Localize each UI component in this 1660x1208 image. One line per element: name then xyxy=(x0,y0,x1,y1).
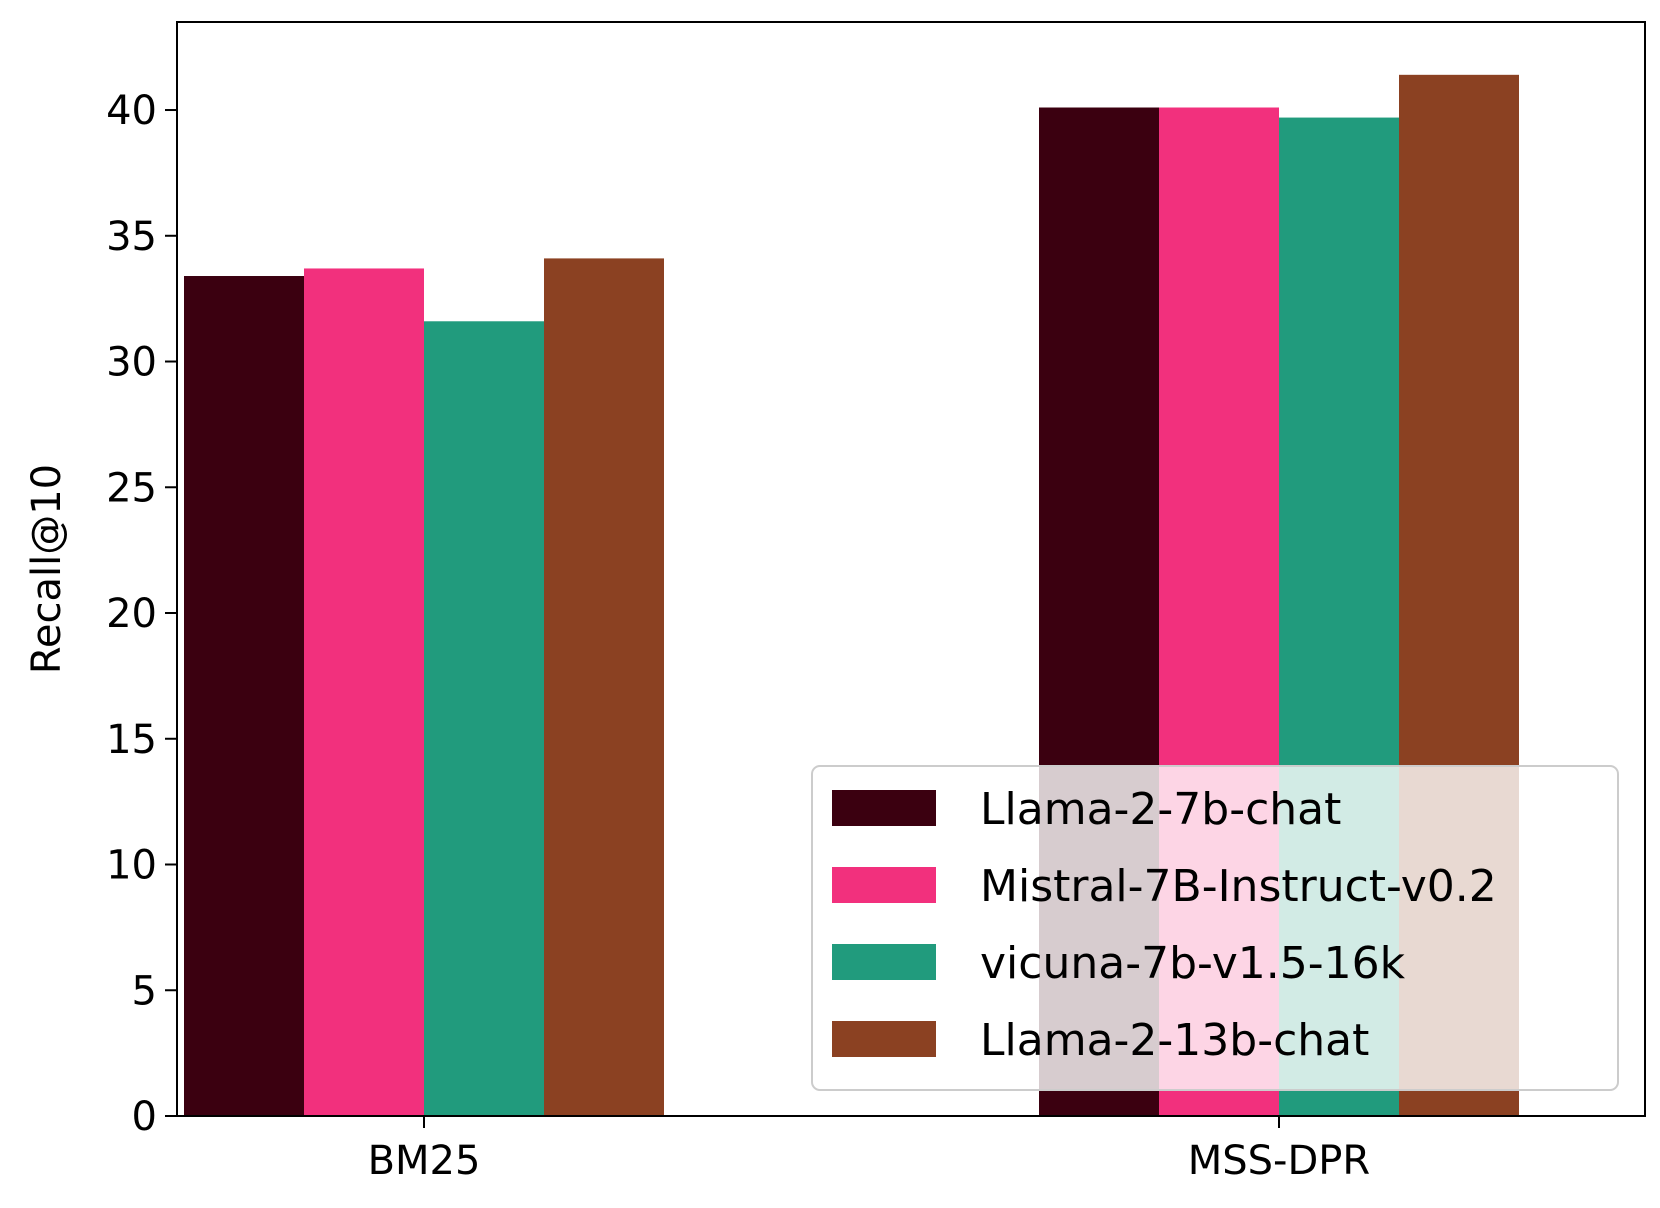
plot-frame xyxy=(176,21,1646,1117)
y-tick-label: 5 xyxy=(132,968,157,1014)
y-tick-label: 25 xyxy=(106,465,157,511)
x-axis: BM25 MSS-DPR xyxy=(368,1116,1370,1184)
legend-entry-label: vicuna-7b-v1.5-16k xyxy=(980,938,1406,989)
legend-swatch xyxy=(832,867,936,903)
bar-bm25-llama-2-7b-chat xyxy=(184,276,304,1117)
legend-entry-label: Llama-2-7b-chat xyxy=(980,784,1341,835)
x-tick-label: MSS-DPR xyxy=(1188,1138,1370,1184)
bar-bm25-vicuna-7b-v1-5-16k xyxy=(424,321,544,1116)
y-tick-label: 40 xyxy=(106,88,157,134)
legend-swatch xyxy=(832,944,936,980)
legend-swatch xyxy=(832,790,936,826)
legend-entry-label: Mistral-7B-Instruct-v0.2 xyxy=(980,861,1497,912)
legend-swatch xyxy=(832,1021,936,1057)
legend-box xyxy=(811,765,1619,1091)
y-tick-label: 0 xyxy=(132,1094,157,1140)
y-axis: 0 5 10 15 20 25 30 35 40 xyxy=(106,88,177,1140)
legend-entry-label: Llama-2-13b-chat xyxy=(980,1015,1369,1066)
legend: Llama-2-7b-chat Mistral-7B-Instruct-v0.2 v… xyxy=(811,765,1619,1091)
x-tick-label: BM25 xyxy=(368,1138,481,1184)
y-tick-label: 20 xyxy=(106,591,157,637)
bar-bm25-llama-2-13b-chat xyxy=(544,258,664,1116)
y-tick-label: 10 xyxy=(106,843,157,889)
y-tick-label: 30 xyxy=(106,340,157,386)
y-axis-label: Recall@10 xyxy=(24,464,70,674)
y-tick-label: 35 xyxy=(106,214,157,260)
bar-bm25-mistral-7b-instruct-v0-2 xyxy=(304,268,424,1116)
y-tick-label: 15 xyxy=(106,717,157,763)
